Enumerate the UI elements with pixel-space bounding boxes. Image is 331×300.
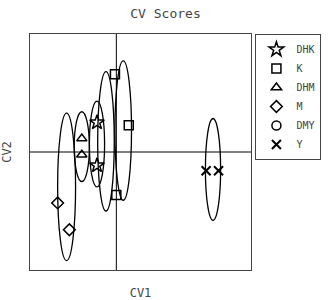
svg-text:K: K <box>296 63 302 74</box>
svg-text:DHM: DHM <box>296 82 314 93</box>
svg-text:DMY: DMY <box>296 120 314 131</box>
svg-text:DHK: DHK <box>296 44 314 55</box>
svg-text:Y: Y <box>296 139 302 150</box>
svg-text:CV Scores: CV Scores <box>130 6 200 21</box>
svg-text:CV1: CV1 <box>130 286 152 300</box>
svg-text:CV2: CV2 <box>0 141 14 163</box>
svg-text:M: M <box>296 101 302 112</box>
